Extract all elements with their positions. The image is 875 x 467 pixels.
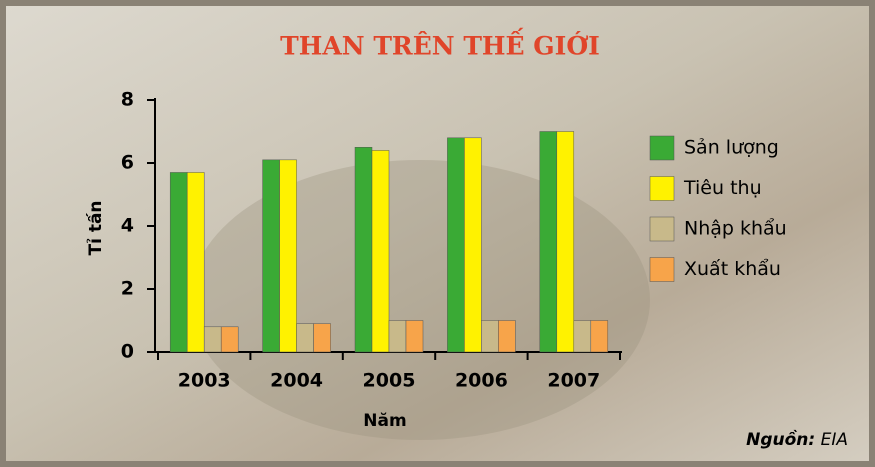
- legend-swatch: [650, 217, 674, 241]
- source: Nguồn: EIA: [746, 429, 848, 450]
- y-tick-label: 8: [121, 89, 134, 111]
- bar: [481, 321, 498, 353]
- bar: [591, 321, 608, 353]
- bar: [170, 172, 187, 352]
- bar: [297, 324, 314, 352]
- y-tick-label: 4: [121, 215, 134, 237]
- legend-swatch: [650, 258, 674, 282]
- bar: [204, 327, 221, 352]
- x-tick-label: 2007: [547, 370, 600, 392]
- x-axis-label: Năm: [363, 411, 406, 431]
- bar: [540, 132, 557, 353]
- x-tick-label: 2005: [363, 370, 416, 392]
- source-value: EIA: [821, 430, 848, 450]
- source-label: Nguồn:: [746, 429, 815, 450]
- bar: [498, 321, 515, 353]
- legend-swatch: [650, 136, 674, 160]
- y-tick-label: 2: [121, 278, 134, 300]
- bar: [389, 321, 406, 353]
- x-tick-label: 2006: [455, 370, 508, 392]
- chart: THAN TRÊN THẾ GIỚI Tỉ tấn Năm Nguồn: EIA…: [0, 0, 875, 467]
- bar: [574, 321, 591, 353]
- bar: [557, 132, 574, 353]
- legend-swatch: [650, 177, 674, 201]
- bar: [355, 147, 372, 352]
- bar: [263, 160, 280, 352]
- bar: [464, 138, 481, 352]
- y-axis-label: Tỉ tấn: [85, 200, 106, 255]
- x-tick-label: 2004: [270, 370, 323, 392]
- chart-title: THAN TRÊN THẾ GIỚI: [280, 29, 600, 61]
- y-tick-label: 0: [121, 341, 134, 363]
- bar: [280, 160, 297, 352]
- legend-label: Xuất khẩu: [684, 258, 781, 280]
- bar: [372, 150, 389, 352]
- bar: [187, 172, 204, 352]
- background-shade: [190, 160, 650, 440]
- x-tick-label: 2003: [178, 370, 231, 392]
- legend-label: Nhập khẩu: [684, 218, 787, 240]
- y-tick-label: 6: [121, 152, 134, 174]
- legend-label: Tiêu thụ: [683, 177, 762, 199]
- bar: [314, 324, 331, 352]
- legend-label: Sản lượng: [684, 137, 779, 159]
- bar: [447, 138, 464, 352]
- bar: [406, 321, 423, 353]
- bar: [221, 327, 238, 352]
